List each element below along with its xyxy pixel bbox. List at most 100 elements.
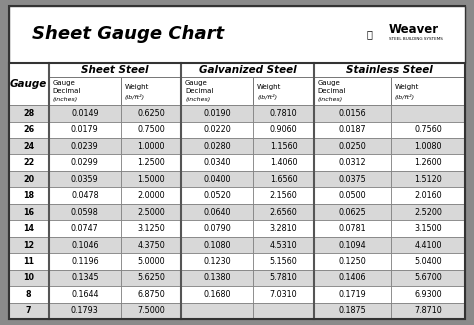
Bar <box>9 204 49 220</box>
Text: 28: 28 <box>23 109 34 118</box>
Bar <box>314 171 391 188</box>
Bar <box>121 237 181 253</box>
Text: 0.1719: 0.1719 <box>338 290 366 299</box>
Text: 1.6560: 1.6560 <box>270 175 297 184</box>
Text: 0.0790: 0.0790 <box>203 224 231 233</box>
Bar <box>49 220 121 237</box>
Bar <box>121 220 181 237</box>
Text: 24: 24 <box>23 142 34 151</box>
Text: 2.5000: 2.5000 <box>137 208 165 216</box>
Bar <box>9 188 49 204</box>
Bar <box>121 188 181 204</box>
Bar <box>9 303 49 319</box>
Bar <box>49 270 121 286</box>
Text: 5.6250: 5.6250 <box>137 273 165 282</box>
Bar <box>181 138 254 154</box>
Text: 0.0250: 0.0250 <box>338 142 366 151</box>
Text: Gauge: Gauge <box>185 80 208 86</box>
Bar <box>314 63 465 77</box>
Text: (lb/ft²): (lb/ft²) <box>125 94 145 100</box>
Text: 4.4100: 4.4100 <box>414 240 442 250</box>
Bar <box>49 63 181 77</box>
Bar <box>9 237 49 253</box>
Text: 16: 16 <box>23 208 34 216</box>
Bar <box>391 122 465 138</box>
Bar <box>9 253 49 270</box>
Bar <box>314 77 391 105</box>
Bar <box>49 303 121 319</box>
Text: (inches): (inches) <box>318 97 343 102</box>
Bar <box>391 270 465 286</box>
Bar <box>314 204 391 220</box>
Bar <box>254 77 314 105</box>
Bar <box>314 286 391 303</box>
Text: 0.1644: 0.1644 <box>71 290 99 299</box>
Bar <box>391 237 465 253</box>
Bar <box>121 303 181 319</box>
Text: Weight: Weight <box>395 84 419 90</box>
Bar <box>9 220 49 237</box>
Text: 0.0520: 0.0520 <box>203 191 231 200</box>
Bar <box>49 188 121 204</box>
Text: 0.0500: 0.0500 <box>338 191 366 200</box>
Bar <box>314 253 391 270</box>
Text: Weaver: Weaver <box>389 23 439 36</box>
Text: 4.5310: 4.5310 <box>270 240 297 250</box>
Bar <box>254 220 314 237</box>
Text: (inches): (inches) <box>185 97 210 102</box>
Bar <box>254 154 314 171</box>
Text: Weight: Weight <box>257 84 282 90</box>
Text: Gauge: Gauge <box>318 80 340 86</box>
Bar <box>181 77 254 105</box>
Text: 7.5000: 7.5000 <box>137 306 165 316</box>
Bar <box>181 122 254 138</box>
Bar <box>314 138 391 154</box>
Bar <box>49 77 121 105</box>
Text: Sheet Steel: Sheet Steel <box>81 65 149 75</box>
Text: 2.1560: 2.1560 <box>270 191 298 200</box>
Bar <box>181 171 254 188</box>
Text: 0.1046: 0.1046 <box>71 240 99 250</box>
Bar <box>9 105 49 122</box>
Text: Gauge: Gauge <box>10 79 47 89</box>
Bar <box>254 171 314 188</box>
Text: 1.2500: 1.2500 <box>137 158 165 167</box>
Bar <box>9 154 49 171</box>
Bar <box>391 303 465 319</box>
Text: Stainless Steel: Stainless Steel <box>346 65 433 75</box>
Bar <box>254 188 314 204</box>
Text: 8: 8 <box>26 290 31 299</box>
Text: 0.1196: 0.1196 <box>71 257 99 266</box>
Bar <box>254 303 314 319</box>
Text: 0.0375: 0.0375 <box>338 175 366 184</box>
Text: 5.7810: 5.7810 <box>270 273 298 282</box>
Text: 0.6250: 0.6250 <box>137 109 165 118</box>
Text: 3.1500: 3.1500 <box>414 224 442 233</box>
Text: 3.1250: 3.1250 <box>137 224 165 233</box>
Text: 🚛: 🚛 <box>367 29 373 39</box>
Bar <box>9 122 49 138</box>
Text: 0.0312: 0.0312 <box>338 158 366 167</box>
Bar <box>391 286 465 303</box>
Bar <box>49 253 121 270</box>
Text: 5.0000: 5.0000 <box>137 257 165 266</box>
Bar <box>9 63 465 319</box>
Bar <box>254 286 314 303</box>
Bar <box>314 154 391 171</box>
Text: 4.3750: 4.3750 <box>137 240 165 250</box>
Bar <box>391 253 465 270</box>
Text: (inches): (inches) <box>53 97 78 102</box>
Bar <box>254 105 314 122</box>
Text: Galvanized Steel: Galvanized Steel <box>199 65 296 75</box>
Bar <box>254 122 314 138</box>
Bar <box>121 204 181 220</box>
Bar <box>181 286 254 303</box>
Text: 0.0747: 0.0747 <box>71 224 99 233</box>
Text: 1.2600: 1.2600 <box>414 158 442 167</box>
Text: Decimal: Decimal <box>185 88 213 95</box>
Text: 1.1560: 1.1560 <box>270 142 297 151</box>
Text: 0.0598: 0.0598 <box>71 208 99 216</box>
Text: 0.9060: 0.9060 <box>270 125 297 134</box>
Text: 0.0359: 0.0359 <box>71 175 99 184</box>
Text: 2.6560: 2.6560 <box>270 208 298 216</box>
